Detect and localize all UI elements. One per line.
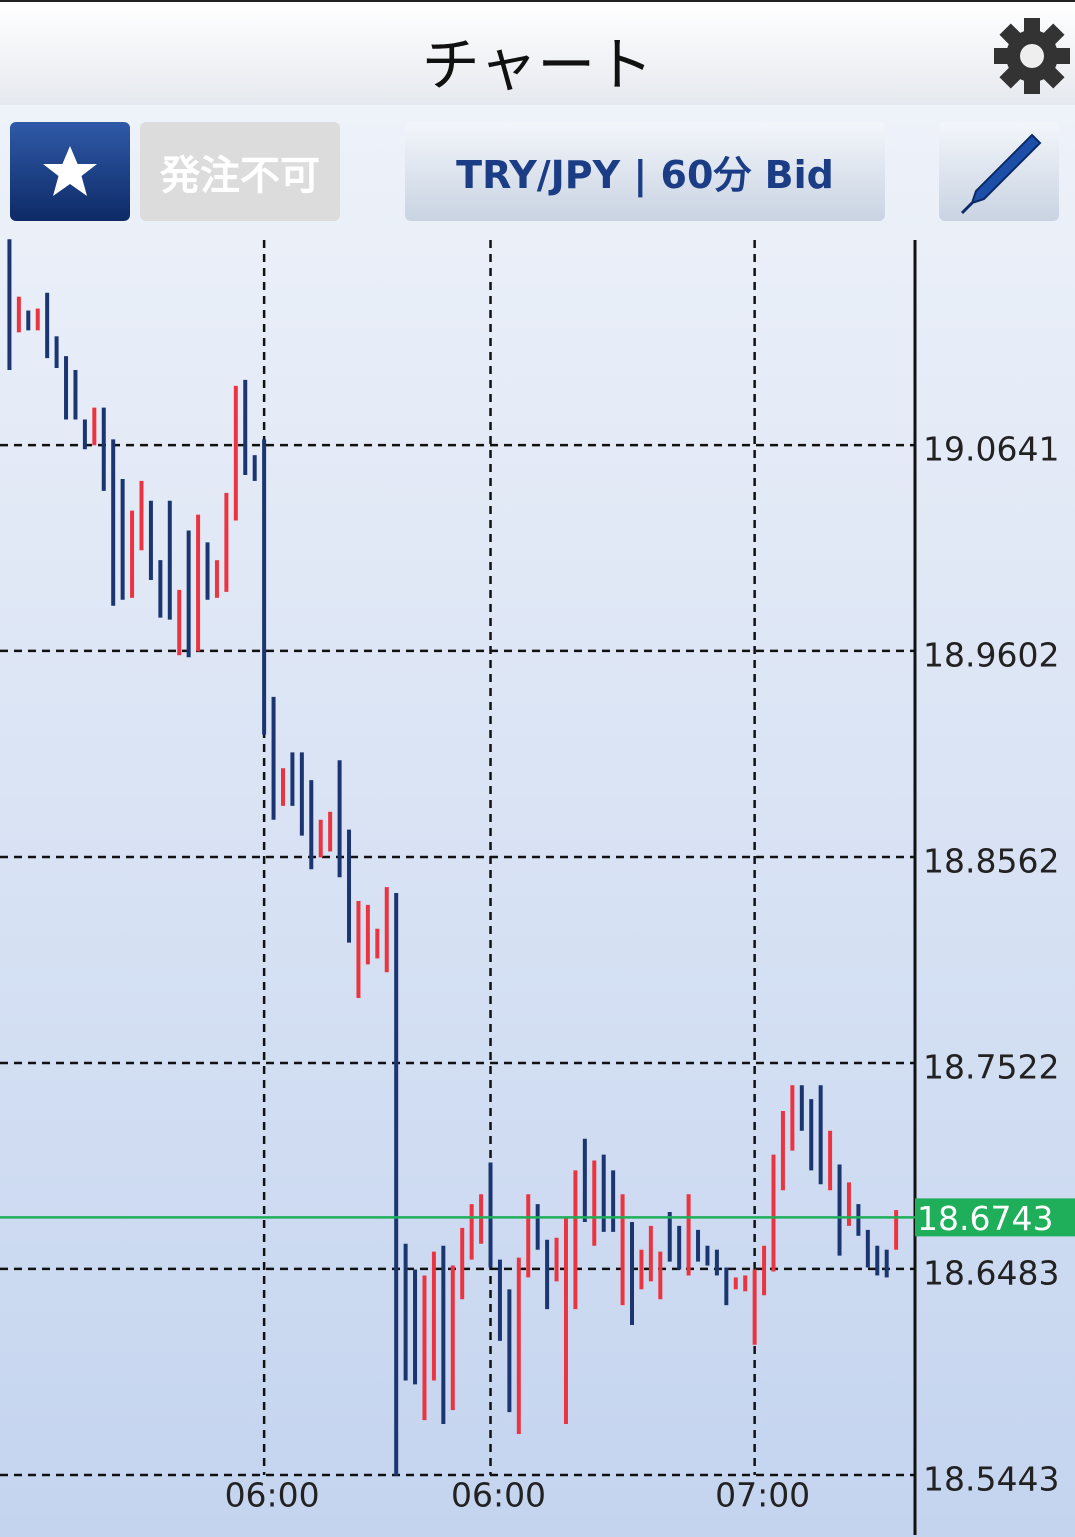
pen-icon	[960, 133, 1042, 214]
x-tick-label: 06:00	[451, 1476, 546, 1515]
y-tick-label: 19.0641	[923, 430, 1059, 469]
x-tick-label: 07:00	[715, 1476, 810, 1515]
y-tick-label: 18.6483	[923, 1253, 1059, 1292]
symbol-button[interactable]: TRY/JPY | 60分 Bid	[405, 122, 885, 221]
order-button[interactable]: 発注不可	[140, 122, 340, 221]
y-tick-label: 18.9602	[923, 635, 1059, 674]
favorite-button[interactable]	[10, 122, 130, 221]
header: チャート	[0, 0, 1075, 105]
y-tick-label: 18.7522	[923, 1048, 1059, 1087]
x-tick-label: 06:00	[225, 1476, 320, 1515]
y-tick-label: 18.5443	[923, 1459, 1059, 1498]
y-tick-label: 18.8562	[923, 841, 1059, 880]
last-price-label: 18.6743	[917, 1199, 1053, 1238]
draw-button[interactable]	[939, 122, 1059, 221]
last-price-box	[915, 1198, 1075, 1237]
settings-icon[interactable]	[992, 16, 1072, 96]
title: チャート	[421, 31, 654, 99]
star-icon	[43, 145, 97, 196]
